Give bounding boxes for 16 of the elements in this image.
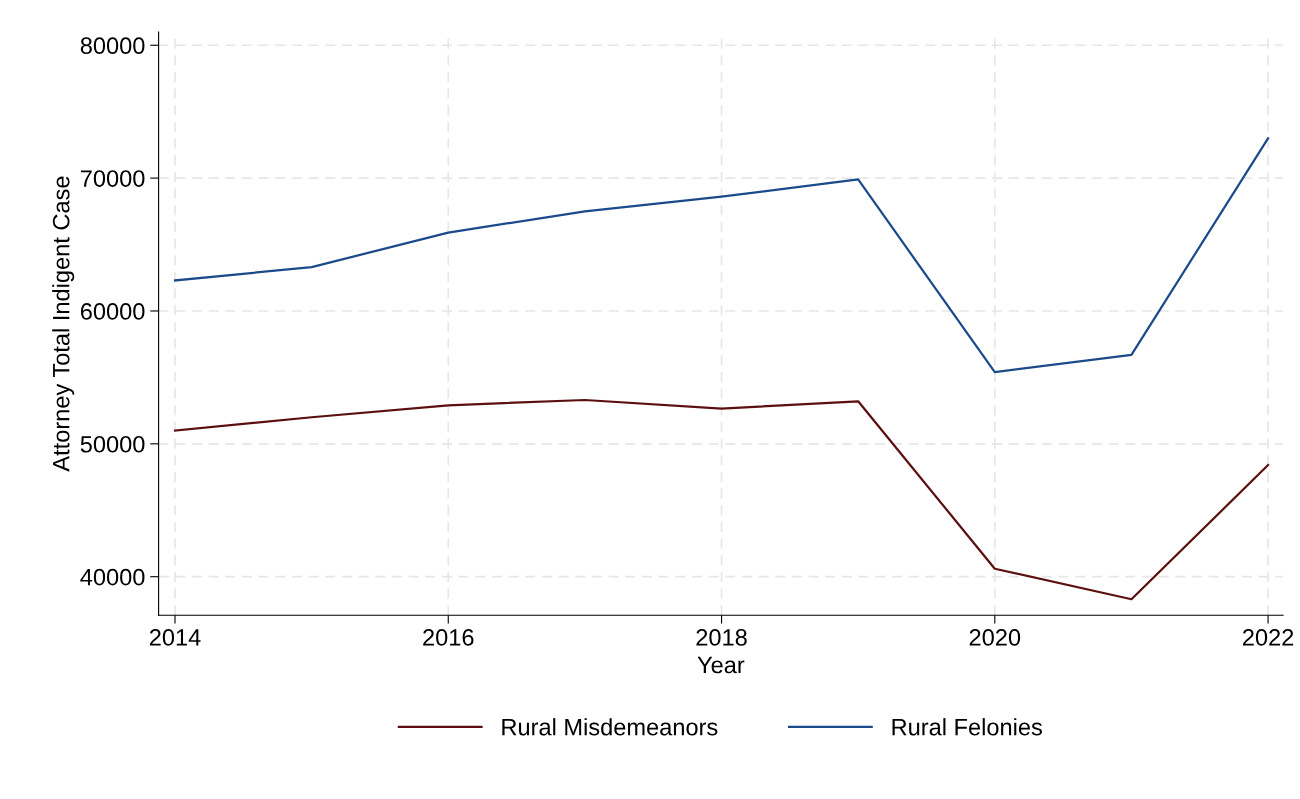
legend-label: Rural Misdemeanors: [502, 718, 718, 736]
line-series: [173, 137, 1270, 374]
y-tick-label: 80000: [80, 37, 145, 55]
line-series: [173, 398, 1270, 601]
x-tick-label: 2020: [969, 629, 1021, 646]
x-tick-label: 2016: [423, 629, 474, 646]
y-tick-label: 60000: [80, 303, 145, 320]
x-axis-title: Year: [697, 656, 745, 674]
x-tick-label: 2014: [149, 629, 201, 646]
x-tick-label: 2022: [1243, 629, 1294, 646]
x-tick-label: 2018: [696, 629, 747, 646]
y-axis-title: Attorney Total Indigent Case: [52, 176, 75, 472]
y-tick-label: 50000: [80, 435, 145, 453]
legend-label: Rural Felonies: [892, 718, 1042, 736]
y-tick-label: 70000: [80, 170, 145, 187]
y-tick-label: 40000: [80, 568, 145, 586]
